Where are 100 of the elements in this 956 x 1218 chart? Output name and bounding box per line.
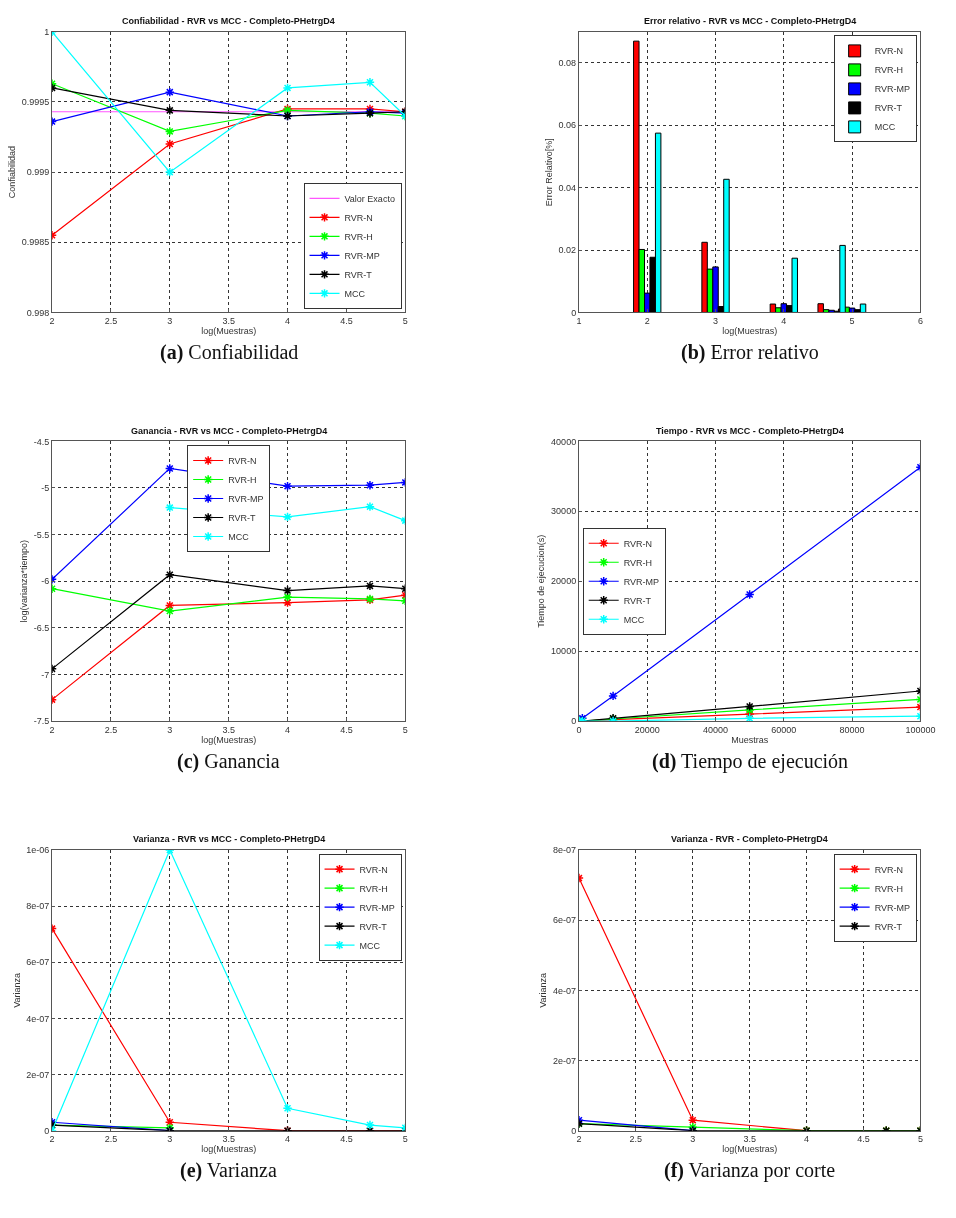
text: (d) Tiempo de ejecución: [652, 750, 849, 773]
x-tick-label: 2.5: [629, 1134, 643, 1145]
x-tick-label: 2: [644, 316, 650, 327]
x-tick-label: 5: [917, 1134, 923, 1145]
y-tick-label: 0: [44, 1125, 50, 1136]
legend-label: MCC: [874, 122, 896, 133]
x-tick-label: 100000: [905, 724, 936, 735]
text: (f) Varianza por corte: [664, 1159, 836, 1182]
y-tick-label: -7.5: [33, 716, 50, 727]
text: (e) Varianza: [180, 1159, 277, 1182]
y-tick-label: 0.04: [558, 182, 577, 193]
y-tick-label: 1: [44, 26, 50, 37]
x-tick-label: 4: [285, 316, 291, 327]
x-tick-label: 3: [167, 1134, 173, 1145]
legend-label: RVR-MP: [874, 902, 910, 913]
legend-label: RVR-MP: [874, 84, 910, 95]
y-tick-label: 40000: [551, 436, 577, 447]
x-tick-label: 4: [285, 724, 291, 735]
x-tick-label: 4.5: [857, 1134, 870, 1145]
legend-label: MCC: [344, 288, 366, 299]
x-tick-label: 2.5: [104, 724, 118, 735]
y-tick-label: 6e-07: [26, 957, 50, 968]
x-tick-label: 2.5: [104, 1134, 118, 1145]
y-axis-title: Error Relativo[%]: [543, 138, 554, 207]
x-tick-label: 4.5: [340, 1134, 353, 1145]
chart-title: Varianza - RVR vs MCC - Completo-PHetrgD4: [133, 834, 326, 844]
text: (c) Ganancia: [177, 750, 280, 773]
legend-label: RVR-T: [874, 921, 903, 932]
y-axis-title: Confiabilidad: [7, 146, 18, 199]
y-tick-label: -6.5: [33, 623, 50, 633]
legend-label: RVR-N: [874, 46, 903, 57]
y-tick-label: -5.5: [33, 529, 50, 540]
x-tick-label: 20000: [634, 724, 660, 735]
x-tick-label: 3: [167, 724, 173, 735]
y-tick-label: 2e-07: [553, 1055, 577, 1066]
x-axis-title: log(Muestras): [722, 1144, 778, 1155]
x-tick-label: 40000: [703, 724, 729, 735]
legend-label: RVR-T: [344, 269, 373, 280]
y-tick-label: 0: [571, 1125, 577, 1136]
legend-label: MCC: [623, 614, 645, 625]
x-axis-title: log(Muestras): [201, 734, 257, 745]
legend-label: Valor Exacto: [344, 193, 395, 204]
text: (b) Error relativo: [681, 341, 819, 364]
legend-label: MCC: [359, 940, 381, 951]
x-tick-label: 60000: [771, 724, 797, 735]
chart-title: Ganancia - RVR vs MCC - Completo-PHetrgD4: [131, 426, 328, 436]
legend-label: RVR-MP: [228, 494, 264, 505]
y-tick-label: 20000: [551, 576, 577, 587]
y-tick-label: -7: [41, 669, 50, 680]
chart-title: Varianza - RVR - Completo-PHetrgD4: [671, 834, 828, 844]
x-tick-label: 3.5: [743, 1134, 756, 1145]
x-tick-label: 4: [804, 1134, 810, 1145]
legend-label: RVR-N: [874, 864, 903, 875]
y-axis-title: log(varianza*tiempo): [19, 539, 30, 623]
x-tick-label: 2: [49, 1134, 55, 1145]
x-tick-label: 80000: [839, 724, 865, 735]
legend-label: RVR-T: [359, 921, 388, 932]
x-tick-label: 3: [690, 1134, 696, 1145]
x-axis-title: log(Muestras): [201, 326, 257, 337]
x-tick-label: 6: [917, 316, 923, 327]
y-tick-label: 10000: [551, 646, 577, 657]
x-tick-label: 3.5: [222, 1134, 235, 1145]
text: (a) Confiabilidad: [160, 341, 299, 364]
y-axis-title: Varianza: [11, 972, 22, 1008]
x-tick-label: 5: [849, 316, 855, 327]
legend-label: RVR-MP: [359, 902, 395, 913]
legend-label: MCC: [228, 532, 250, 543]
legend-label: RVR-H: [874, 65, 903, 76]
y-tick-label: 0.02: [558, 245, 577, 256]
legend-label: RVR-N: [623, 538, 653, 549]
legend-label: RVR-T: [228, 513, 257, 524]
y-tick-label: 8e-07: [26, 901, 50, 912]
x-tick-label: 5: [402, 724, 408, 735]
y-tick-label: -4.5: [33, 436, 50, 447]
y-tick-label: 0.06: [558, 120, 577, 131]
x-axis-title: log(Muestras): [722, 326, 778, 337]
y-tick-label: 4e-07: [553, 985, 577, 996]
x-tick-label: 3.5: [222, 316, 235, 327]
x-tick-label: 3.5: [222, 724, 235, 735]
legend-label: RVR-H: [228, 475, 257, 486]
x-tick-label: 5: [402, 316, 408, 327]
y-tick-label: 0.9985: [21, 237, 50, 248]
legend-label: RVR-H: [874, 883, 903, 894]
y-tick-label: 0: [571, 307, 577, 318]
x-axis-title: log(Muestras): [201, 1144, 257, 1155]
y-axis-title: Tiempo de ejecucion(s): [536, 534, 547, 628]
legend-label: RVR-H: [359, 883, 388, 894]
legend-label: RVR-N: [344, 212, 373, 223]
y-tick-label: 1e-06: [26, 845, 50, 856]
y-tick-label: 0.9995: [21, 97, 50, 108]
y-tick-label: 6e-07: [553, 915, 577, 926]
y-tick-label: 0.999: [26, 167, 50, 178]
legend-label: RVR-MP: [623, 576, 660, 587]
legend-label: RVR-MP: [344, 250, 380, 261]
legend-label: RVR-N: [228, 456, 257, 467]
x-tick-label: 2: [576, 1134, 582, 1145]
legend-label: RVR-H: [344, 231, 373, 242]
x-tick-label: 3: [167, 316, 173, 327]
y-tick-label: 0.998: [26, 307, 50, 318]
x-tick-label: 2.5: [104, 316, 118, 327]
